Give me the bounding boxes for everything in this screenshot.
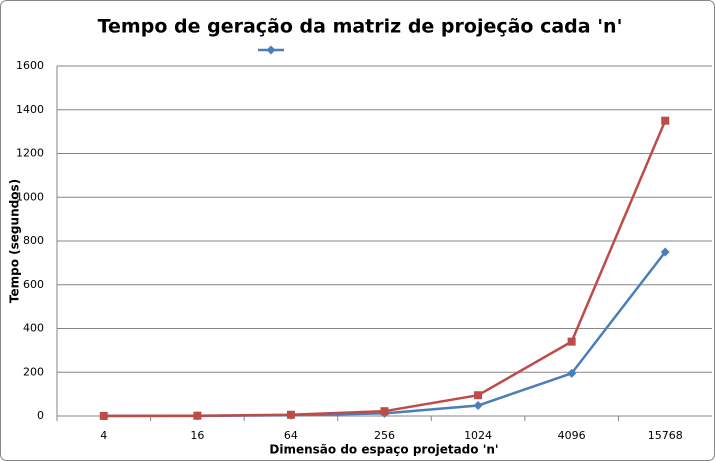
y-tick-label: 0 xyxy=(37,409,44,422)
x-tick-label: 16 xyxy=(190,429,204,442)
y-tick-label: 1000 xyxy=(16,190,44,203)
marker xyxy=(286,410,295,419)
y-tick-label: 1400 xyxy=(16,103,44,116)
main-chart: Tempo de geração da matriz de projeção c… xyxy=(8,16,712,457)
x-axis-title: Dimensão do espaço projetado 'n' xyxy=(269,443,498,457)
x-tick-label: 1024 xyxy=(464,429,492,442)
marker xyxy=(380,407,389,416)
marker xyxy=(660,247,670,257)
marker xyxy=(567,368,577,378)
y-tick-label: 800 xyxy=(23,234,44,247)
marker xyxy=(193,411,202,420)
marker xyxy=(473,401,483,410)
marker xyxy=(567,337,576,346)
y-tick-label: 1600 xyxy=(16,59,44,72)
marker xyxy=(661,116,670,125)
y-tick-label: 400 xyxy=(23,322,44,335)
x-tick-label: 4096 xyxy=(558,429,586,442)
x-tick-label: 64 xyxy=(284,429,298,442)
x-tick-label: 4 xyxy=(100,429,107,442)
x-tick-label: 256 xyxy=(374,429,395,442)
y-tick-label: 200 xyxy=(23,365,44,378)
y-tick-label: 600 xyxy=(23,278,44,291)
marker xyxy=(474,391,483,400)
x-tick-label: 15768 xyxy=(648,429,683,442)
marker xyxy=(99,411,108,420)
chart-title: Tempo de geração da matriz de projeção c… xyxy=(98,16,623,38)
y-tick-label: 1200 xyxy=(16,147,44,160)
legend-item xyxy=(258,45,284,55)
y-axis-title: Tempo (segundos) xyxy=(8,179,22,303)
marker xyxy=(266,45,276,55)
